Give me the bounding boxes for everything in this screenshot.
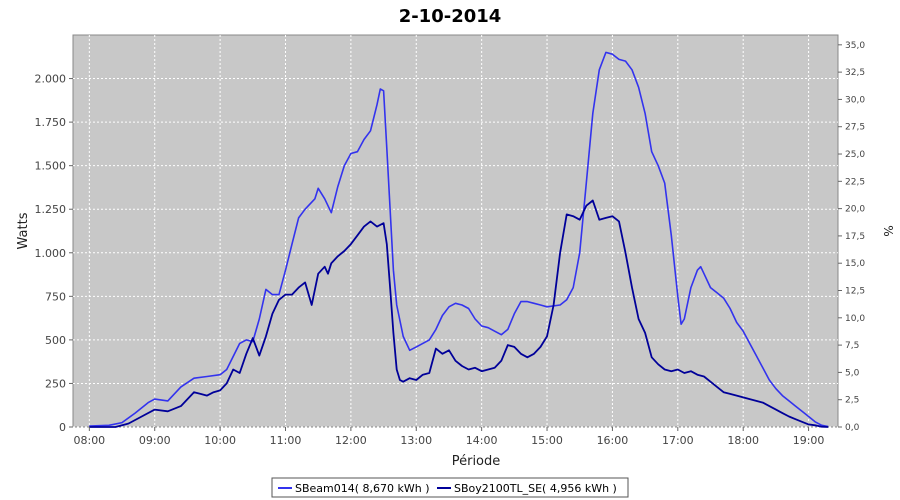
y-tick-label: 500 xyxy=(45,334,66,347)
x-tick-label: 11:00 xyxy=(270,434,302,447)
series-line-2 xyxy=(89,199,829,428)
y2-tick-label: 10,0 xyxy=(845,314,865,324)
y2-tick-label: 2,5 xyxy=(845,396,859,406)
x-tick-label: 14:00 xyxy=(466,434,498,447)
y2-tick-label: 15,0 xyxy=(845,259,865,269)
y2-tick-label: 5,0 xyxy=(845,368,860,378)
chart-title: 2-10-2014 xyxy=(399,6,502,27)
y2-axis-label: % xyxy=(881,225,895,236)
y2-tick-label: 12,5 xyxy=(845,287,865,297)
y2-tick-label: 17,5 xyxy=(845,232,865,242)
x-tick-label: 09:00 xyxy=(139,434,171,447)
y2-tick-label: 25,0 xyxy=(845,150,865,160)
y-tick-label: 2.000 xyxy=(35,73,67,86)
y2-tick-label: 7,5 xyxy=(845,341,859,351)
y-tick-label: 0 xyxy=(59,421,66,434)
y-tick-label: 750 xyxy=(45,290,66,303)
series-line-1 xyxy=(89,51,829,428)
plot-area xyxy=(72,34,839,428)
y2-tick-label: 32,5 xyxy=(845,68,865,78)
series-layer xyxy=(89,51,829,428)
y2-tick-label: 35,0 xyxy=(845,41,865,51)
x-tick-label: 12:00 xyxy=(335,434,367,447)
y-tick-label: 1.000 xyxy=(35,247,67,260)
y-tick-label: 1.250 xyxy=(35,203,67,216)
y-tick-label: 1.750 xyxy=(35,116,67,129)
y-axis-right: 0,0 2,5 5,0 7,5 10,0 12,5 15,0 17,5 20,0 22,5 25,0… xyxy=(838,41,865,433)
y-tick-label: 1.500 xyxy=(35,160,67,173)
x-axis: 08:00 09:00 10:00 11:00 12:00 13:00 14:00 15:00… xyxy=(73,427,824,447)
legend-entry: SBeam014( 8,670 kWh ) xyxy=(295,482,430,495)
y2-tick-label: 0,0 xyxy=(845,423,860,433)
x-tick-label: 18:00 xyxy=(727,434,759,447)
x-tick-label: 08:00 xyxy=(73,434,105,447)
x-axis-label: Période xyxy=(452,454,501,469)
y2-tick-label: 30,0 xyxy=(845,95,865,105)
x-tick-label: 15:00 xyxy=(531,434,563,447)
x-tick-label: 13:00 xyxy=(400,434,432,447)
y2-tick-label: 20,0 xyxy=(845,205,865,215)
x-tick-label: 16:00 xyxy=(597,434,629,447)
x-tick-label: 17:00 xyxy=(662,434,694,447)
x-tick-label: 10:00 xyxy=(204,434,236,447)
x-tick-label: 19:00 xyxy=(793,434,825,447)
grid xyxy=(73,35,838,428)
y-axis-left: 0 250 500 750 1.000 1.250 1.500 1.750 2.000 xyxy=(35,73,73,434)
y2-tick-label: 22,5 xyxy=(845,177,865,187)
y2-tick-label: 27,5 xyxy=(845,123,865,133)
legend: SBeam014( 8,670 kWh ) SBoy2100TL_SE( 4,9… xyxy=(271,477,629,498)
legend-entry: SBoy2100TL_SE( 4,956 kWh ) xyxy=(454,482,617,495)
y-tick-label: 250 xyxy=(45,377,66,390)
y-axis-label: Watts xyxy=(16,212,31,249)
